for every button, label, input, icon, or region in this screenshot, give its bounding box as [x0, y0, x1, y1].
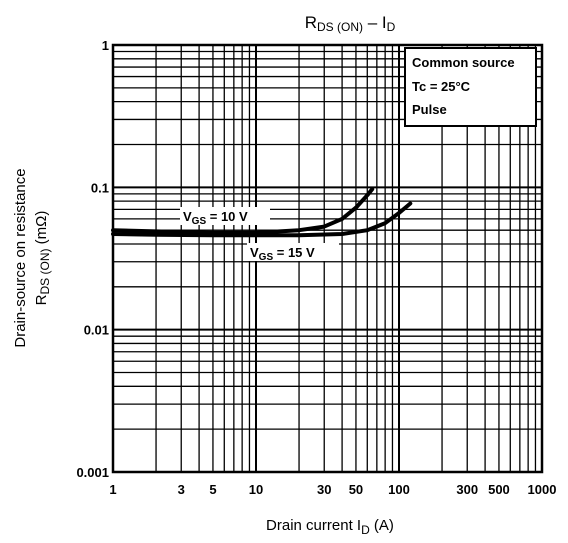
svg-text:VGS = 15 V: VGS = 15 V: [250, 245, 315, 263]
y-tick-label: 0.001: [76, 465, 109, 480]
x-tick-label: 5: [209, 482, 216, 497]
series-label-vgs-15v: VGS = 15 V: [247, 243, 339, 263]
y-axis-label-line-2: RDS (ON) (mΩ): [33, 211, 52, 306]
x-tick-label: 30: [317, 482, 331, 497]
svg-text:VGS = 10 V: VGS = 10 V: [183, 209, 248, 227]
x-tick-label: 500: [488, 482, 510, 497]
legend-line-3: Pulse: [412, 102, 447, 117]
x-tick-labels: 1 3 5 10 30 50 100 300 500 1000: [109, 482, 556, 497]
x-tick-label: 10: [249, 482, 263, 497]
series-label-vgs-10v: VGS = 10 V: [180, 207, 270, 227]
plot-frame: [111, 43, 544, 474]
y-axis-label: Drain-source on resistance RDS (ON) (mΩ): [12, 168, 52, 347]
x-axis-label: Drain current ID (A): [266, 517, 394, 537]
x-tick-label: 1: [109, 482, 116, 497]
series-line-vgs-10v: [111, 187, 375, 235]
series-group: [111, 187, 413, 238]
legend-box: [404, 47, 537, 127]
y-tick-label: 0.01: [84, 323, 109, 338]
legend-line-2: Tc = 25°C: [412, 79, 471, 94]
x-tick-label: 50: [349, 482, 363, 497]
legend: Common source Tc = 25°C Pulse: [404, 47, 537, 127]
x-tick-label: 100: [388, 482, 410, 497]
series-line-vgs-15v: [111, 201, 413, 238]
y-axis-label-line-1: Drain-source on resistance: [12, 168, 29, 347]
legend-line-1: Common source: [412, 55, 515, 70]
x-tick-label: 3: [178, 482, 185, 497]
y-tick-label: 0.1: [91, 180, 109, 195]
x-tick-label: 1000: [528, 482, 557, 497]
chart-title: RDS (ON) – ID: [305, 13, 396, 34]
x-tick-label: 300: [456, 482, 478, 497]
y-tick-label: 1: [102, 38, 109, 53]
y-tick-labels: 1 0.1 0.01 0.001: [76, 38, 109, 480]
